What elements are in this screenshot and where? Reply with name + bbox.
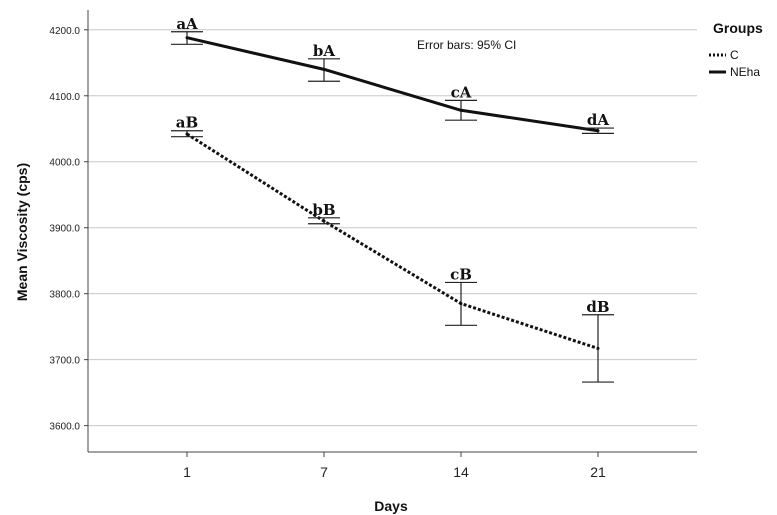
significance-label: cB xyxy=(450,265,472,283)
error-bar xyxy=(445,281,477,326)
y-tick-label: 4000.0 xyxy=(49,158,80,169)
data-point xyxy=(596,129,600,133)
x-tick-label: 14 xyxy=(453,464,469,480)
y-tick-label: 4200.0 xyxy=(49,26,80,37)
x-axis: 1 7 14 21 xyxy=(88,451,697,480)
y-axis-title: Mean Viscosity (cps) xyxy=(14,163,30,301)
significance-label: bA xyxy=(313,42,335,60)
series-line-neha xyxy=(186,36,599,133)
x-tick-label: 7 xyxy=(320,464,328,480)
significance-label: cA xyxy=(451,83,472,101)
significance-label: aA xyxy=(176,15,198,33)
x-tick-label: 21 xyxy=(590,464,606,480)
data-point xyxy=(322,219,326,223)
y-tick-label: 3700.0 xyxy=(49,356,80,367)
legend-label-c: C xyxy=(730,48,739,62)
error-bar xyxy=(308,58,340,82)
significance-label: dA xyxy=(587,111,609,129)
x-axis-title: Days xyxy=(374,498,408,514)
data-point xyxy=(459,302,463,306)
significance-labels: aB bB cB dB aA bA cA dA xyxy=(176,15,610,316)
data-point xyxy=(185,132,189,136)
legend-label-neha: NEha xyxy=(730,65,760,79)
error-bar xyxy=(582,314,614,383)
significance-label: bB xyxy=(312,201,335,219)
x-tick-label: 1 xyxy=(183,464,191,480)
significance-label: dB xyxy=(586,298,609,316)
data-point xyxy=(596,346,600,350)
series-line-c xyxy=(186,132,599,350)
data-point xyxy=(185,36,189,40)
legend: Groups C NEha xyxy=(709,20,763,79)
y-tick-label: 3900.0 xyxy=(49,224,80,235)
legend-title: Groups xyxy=(713,20,763,36)
data-point xyxy=(322,67,326,71)
error-bar xyxy=(582,127,614,134)
error-bar-note: Error bars: 95% CI xyxy=(417,38,516,52)
y-tick-label: 4100.0 xyxy=(49,92,80,103)
data-point xyxy=(459,108,463,112)
y-tick-label: 3800.0 xyxy=(49,290,80,301)
y-tick-label: 3600.0 xyxy=(49,422,80,433)
significance-label: aB xyxy=(176,114,198,132)
error-bar xyxy=(445,99,477,121)
gridlines xyxy=(88,29,697,427)
y-axis: 3600.0 3700.0 3800.0 3900.0 4000.0 4100.0 4200… xyxy=(49,10,89,452)
error-bar xyxy=(171,130,203,138)
series-layer xyxy=(171,31,614,383)
error-bar xyxy=(171,31,203,45)
error-bar xyxy=(308,217,340,225)
